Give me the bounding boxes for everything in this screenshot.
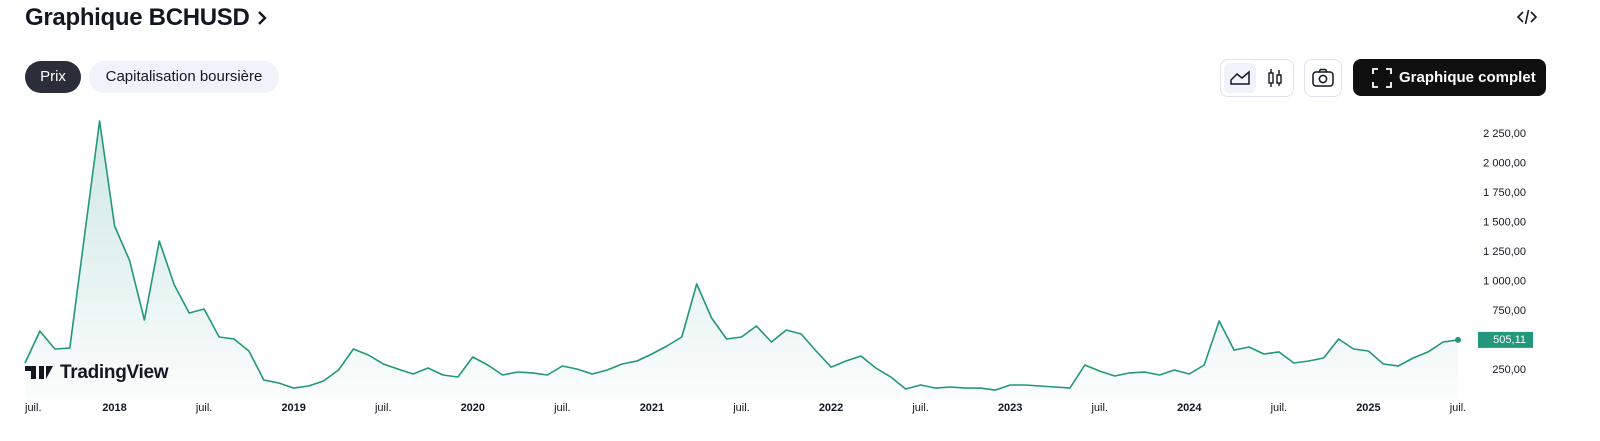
- last-point: [1455, 336, 1461, 343]
- watermark-logo: [25, 366, 53, 379]
- fullscreen-icon: [1372, 68, 1392, 88]
- area-fill: [25, 121, 1458, 400]
- area-style-button[interactable]: [1224, 63, 1256, 93]
- y-tick-label: 250,00: [1492, 364, 1526, 376]
- price-line: [24, 120, 1459, 391]
- y-tick-label: 1 250,00: [1483, 246, 1526, 258]
- x-tick-label: juil.: [911, 402, 929, 414]
- x-tick-label: juil.: [24, 402, 42, 414]
- watermark: TradingView: [25, 362, 169, 384]
- x-tick-label: juil.: [1449, 402, 1467, 414]
- y-tick-label: 1 500,00: [1483, 216, 1526, 228]
- page-title[interactable]: Graphique BCHUSD: [25, 4, 268, 32]
- tab-price[interactable]: Prix: [25, 61, 81, 93]
- y-tick-label: 1 000,00: [1483, 275, 1526, 287]
- tab-market-cap[interactable]: Capitalisation boursière: [89, 61, 279, 93]
- embed-icon[interactable]: [1517, 8, 1537, 26]
- chevron-icon: [258, 11, 267, 25]
- full-chart-button[interactable]: Graphique complet: [1353, 59, 1546, 96]
- snapshot-button[interactable]: [1304, 59, 1342, 97]
- x-tick-label: juil.: [1270, 402, 1288, 414]
- y-tick-label: 2 000,00: [1483, 157, 1526, 169]
- x-tick-label: 2018: [102, 402, 126, 414]
- x-tick-label: juil.: [374, 402, 392, 414]
- button-label: Graphique complet: [1399, 69, 1536, 86]
- price-tag: [1478, 331, 1533, 348]
- x-tick-label: 2024: [1177, 402, 1202, 414]
- watermark-text: TradingView: [59, 362, 169, 383]
- x-tick-label: juil.: [732, 402, 750, 414]
- x-tick-label: 2021: [640, 402, 664, 414]
- area-icon: [1230, 70, 1250, 85]
- x-tick-label: 2025: [1356, 402, 1380, 414]
- y-tick-label: 750,00: [1492, 305, 1526, 317]
- x-tick-label: juil.: [195, 402, 213, 414]
- chart-style-group: [1220, 59, 1294, 97]
- x-tick-label: juil.: [553, 402, 571, 414]
- x-tick-label: juil.: [1090, 402, 1108, 414]
- price-tag-label: 505,11: [1493, 334, 1526, 346]
- candle-style-button[interactable]: [1259, 63, 1291, 93]
- camera-icon: [1312, 68, 1334, 87]
- title-text: Graphique BCHUSD: [25, 4, 250, 31]
- x-tick-label: 2019: [281, 402, 305, 414]
- x-tick-label: 2020: [461, 402, 485, 414]
- y-tick-label: 1 750,00: [1483, 187, 1526, 199]
- x-tick-label: 2023: [998, 402, 1022, 414]
- x-tick-label: 2022: [819, 402, 843, 414]
- y-tick-label: 2 250,00: [1483, 128, 1526, 140]
